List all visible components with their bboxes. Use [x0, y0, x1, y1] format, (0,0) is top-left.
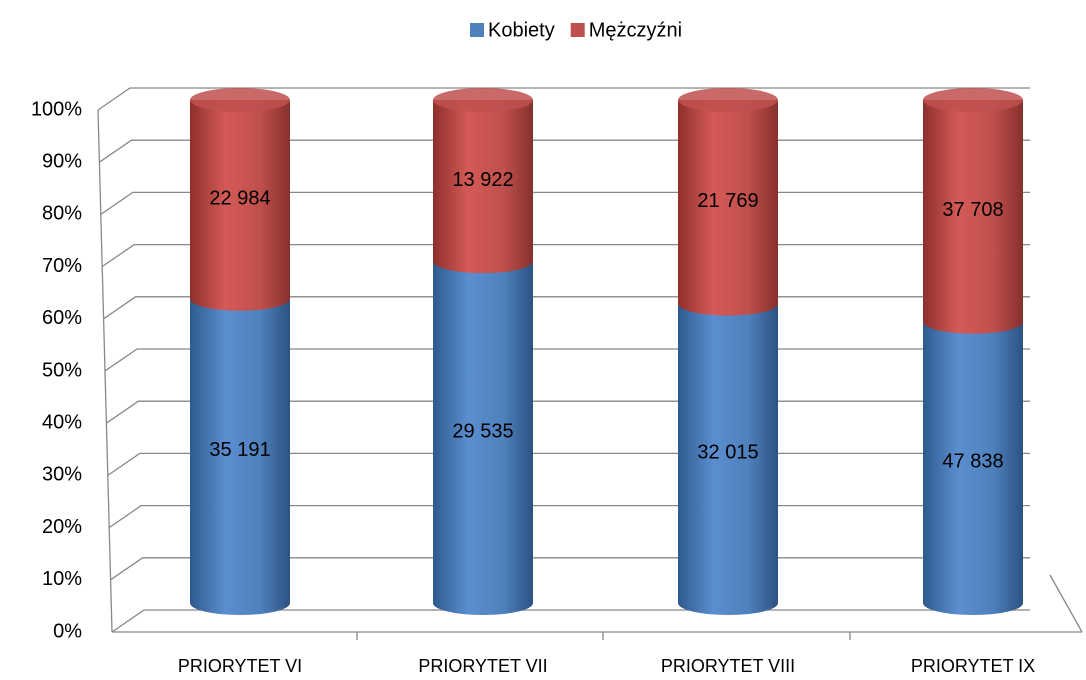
y-tick-label: 100%: [31, 98, 82, 120]
bar-segment: [190, 100, 290, 311]
y-tick-label: 30%: [42, 464, 82, 486]
y-tick-label: 50%: [42, 359, 82, 381]
cylinder-top: [433, 88, 533, 112]
y-tick-label: 60%: [42, 307, 82, 329]
y-tick-label: 70%: [42, 255, 82, 277]
data-label: 21 769: [697, 190, 758, 212]
bar-segment: [678, 100, 778, 316]
data-label: 35 191: [209, 439, 270, 461]
bar-segment: [433, 100, 533, 274]
cylinder-top: [190, 88, 290, 112]
y-tick-label: 10%: [42, 568, 82, 590]
x-tick-label: PRIORYTET VIII: [661, 656, 795, 675]
legend-swatch: [570, 23, 585, 37]
y-tick-label: 20%: [42, 516, 82, 538]
y-tick-label: 0%: [53, 620, 82, 642]
bar-segment: [922, 100, 1023, 334]
bar-segment: [923, 321, 1023, 615]
data-label: 37 708: [942, 199, 1003, 221]
x-tick-label: PRIORYTET VII: [418, 656, 547, 675]
data-label: 22 984: [209, 188, 270, 210]
legend-label: Kobiety: [488, 19, 555, 41]
y-tick-label: 90%: [42, 150, 82, 172]
bar-segment: [190, 298, 290, 615]
grid-line: [97, 87, 1030, 111]
data-label: 47 838: [942, 451, 1003, 473]
x-tick-label: PRIORYTET VI: [178, 656, 302, 675]
data-label: 13 922: [452, 169, 513, 191]
data-label: 32 015: [697, 442, 758, 464]
y-tick-label: 40%: [42, 411, 82, 433]
cylinder-top: [678, 88, 778, 112]
bar-segment: [433, 261, 533, 615]
legend-swatch: [470, 23, 484, 37]
bar-segment: [678, 303, 778, 615]
x-tick-label: PRIORYTET IX: [911, 656, 1035, 675]
cylinder-top: [923, 88, 1023, 112]
data-label: 29 535: [452, 420, 513, 442]
legend-label: Mężczyźni: [589, 19, 682, 41]
y-tick-label: 80%: [42, 203, 82, 225]
